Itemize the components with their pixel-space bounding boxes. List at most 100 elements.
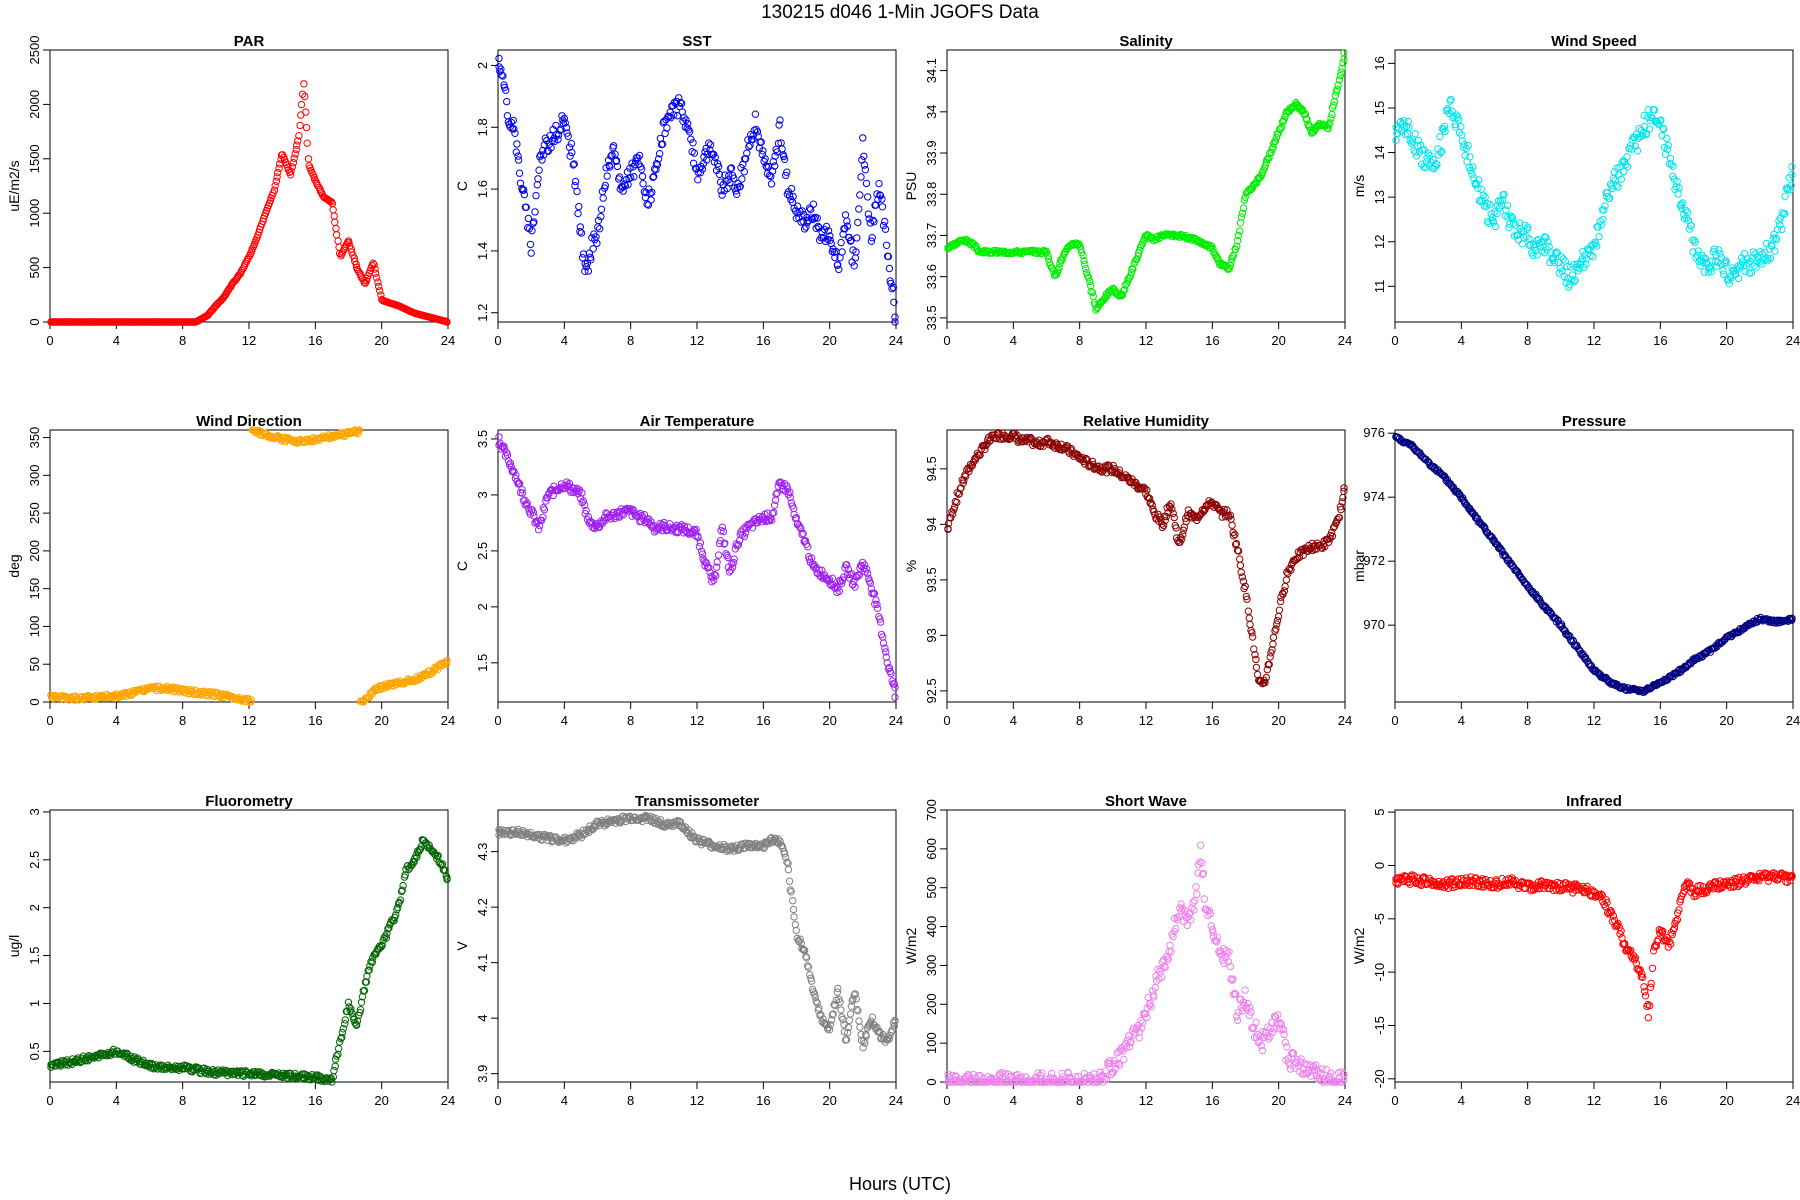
data-point	[687, 135, 695, 143]
x-tick-label: 16	[1653, 713, 1667, 728]
data-point	[604, 156, 613, 165]
data-point	[1244, 607, 1253, 615]
data-point	[1407, 139, 1415, 148]
data-point	[887, 669, 895, 678]
data-point	[644, 518, 652, 527]
x-tick-label: 20	[374, 713, 388, 728]
data-point	[1667, 161, 1676, 169]
data-point	[1411, 130, 1419, 138]
panel-title: Fluorometry	[205, 793, 293, 810]
data-point	[512, 148, 520, 156]
data-point	[725, 568, 734, 576]
data-point	[1601, 202, 1609, 210]
data-point	[753, 128, 762, 136]
data-point	[523, 499, 531, 507]
data-point	[1470, 174, 1478, 182]
y-tick-label: 0	[27, 698, 42, 705]
data-point	[785, 192, 794, 200]
data-point	[1233, 242, 1241, 251]
data-point	[1469, 163, 1477, 171]
data-point	[1620, 167, 1628, 176]
data-point	[1707, 268, 1716, 276]
x-tick-label: 8	[1524, 333, 1531, 348]
data-point	[743, 149, 751, 157]
data-point	[873, 190, 881, 198]
data-point	[695, 164, 703, 172]
panel-title: Infrared	[1566, 793, 1622, 810]
data-point	[1432, 160, 1440, 168]
data-point	[1575, 264, 1583, 272]
data-point	[302, 123, 311, 132]
data-point	[627, 173, 635, 182]
data-point	[291, 150, 299, 158]
data-point	[1486, 200, 1494, 209]
data-point	[530, 218, 538, 226]
data-point	[506, 459, 515, 467]
data-point	[510, 467, 518, 476]
data-point	[780, 155, 789, 164]
data-point	[593, 239, 601, 248]
data-point	[515, 169, 524, 177]
data-point	[1282, 576, 1291, 584]
data-point	[1481, 193, 1489, 201]
data-point	[587, 256, 595, 264]
data-point	[680, 114, 688, 122]
data-point	[1727, 274, 1735, 282]
y-tick-label: 0	[27, 318, 42, 325]
x-tick-label: 4	[561, 333, 568, 348]
data-point	[703, 156, 711, 164]
data-point	[719, 527, 728, 536]
data-point	[860, 161, 869, 169]
x-tick-label: 8	[627, 1093, 634, 1108]
data-point	[495, 54, 503, 63]
x-tick-label: 20	[1719, 713, 1733, 728]
data-point	[1737, 261, 1745, 269]
data-point	[872, 596, 880, 604]
data-point	[1263, 156, 1271, 164]
data-point	[864, 193, 872, 201]
data-point	[576, 223, 584, 231]
data-point	[1502, 206, 1510, 214]
plot-frame	[497, 809, 897, 1083]
y-tick-label: 92.5	[924, 678, 939, 703]
data-point	[891, 318, 899, 326]
data-point	[716, 178, 725, 186]
x-axis: 0 4 8 12 16 20 24	[46, 702, 455, 728]
data-point	[773, 489, 781, 497]
data-point	[270, 186, 279, 194]
y-tick-label: 50	[27, 657, 42, 671]
data-point	[879, 221, 888, 230]
data-point	[1553, 248, 1561, 256]
data-point	[879, 639, 888, 647]
x-tick-label: 16	[1205, 333, 1219, 348]
data-point	[608, 151, 616, 159]
y-tick-label: 700	[924, 799, 939, 821]
data-point	[1451, 123, 1460, 131]
data-point	[805, 204, 814, 212]
y-axis-label: %	[903, 560, 919, 572]
y-tick-label: 976	[1363, 425, 1385, 440]
data-point	[1087, 281, 1095, 290]
data-point	[843, 561, 851, 569]
y-tick-label: 100	[924, 1032, 939, 1054]
data-point	[1438, 147, 1446, 156]
data-point	[1252, 663, 1261, 672]
data-point	[208, 688, 216, 696]
data-point	[1455, 116, 1463, 124]
data-point	[1301, 110, 1310, 118]
data-point	[1780, 210, 1788, 219]
data-point	[1574, 260, 1582, 268]
data-point	[772, 490, 780, 498]
data-point	[1557, 253, 1566, 261]
data-point	[837, 1006, 845, 1014]
data-point	[712, 571, 720, 580]
data-point	[1256, 173, 1264, 181]
data-point	[515, 479, 523, 487]
data-point	[876, 191, 884, 199]
data-point	[708, 578, 716, 586]
x-axis: 0 4 8 12 16 20 24	[1391, 702, 1800, 728]
data-point	[1233, 1016, 1242, 1025]
series-short-wave	[944, 841, 1348, 1086]
